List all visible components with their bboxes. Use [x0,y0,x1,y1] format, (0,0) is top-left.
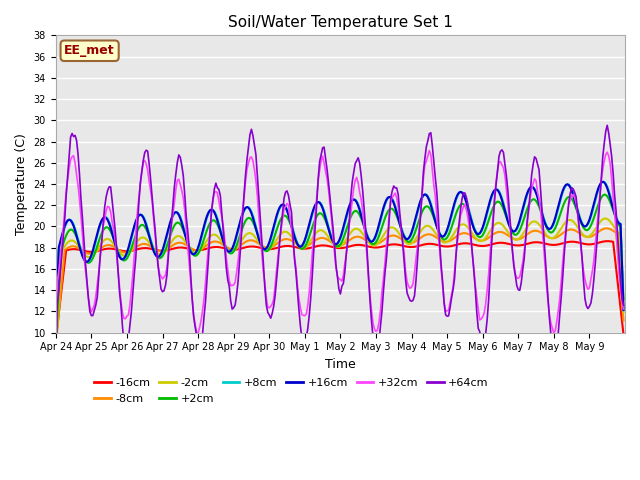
+2cm [617,224,625,230]
-2cm [344,234,351,240]
+32cm [344,238,351,243]
-8cm [541,232,548,238]
Line: +16cm: +16cm [56,182,623,327]
+16cm [89,248,97,253]
+32cm [617,284,625,290]
+64cm [71,132,79,138]
-16cm [456,241,464,247]
Line: -2cm: -2cm [56,218,623,348]
+16cm [456,189,464,195]
+8cm [71,226,79,231]
+64cm [344,237,351,243]
+2cm [71,231,79,237]
Y-axis label: Temperature (C): Temperature (C) [15,133,28,235]
-8cm [52,344,60,349]
+2cm [620,296,627,302]
+16cm [71,228,79,233]
+64cm [52,372,60,377]
-2cm [456,222,464,228]
+2cm [344,222,351,228]
Text: EE_met: EE_met [64,44,115,57]
+64cm [620,302,627,308]
-16cm [604,238,611,244]
-8cm [620,318,627,324]
Legend: -16cm, -8cm, -2cm, +2cm, +8cm, +16cm, +32cm, +64cm: -16cm, -8cm, -2cm, +2cm, +8cm, +16cm, +3… [90,374,493,408]
-16cm [89,249,97,255]
-16cm [71,246,79,252]
+2cm [456,202,464,208]
-2cm [541,230,548,236]
-16cm [541,240,548,246]
+2cm [600,192,608,197]
Line: -16cm: -16cm [56,241,623,339]
Line: +32cm: +32cm [56,150,623,361]
+2cm [541,221,548,227]
+64cm [617,277,625,283]
+16cm [52,324,60,330]
+8cm [617,221,625,227]
+8cm [344,209,351,215]
+8cm [456,189,464,195]
+32cm [543,281,550,287]
-2cm [71,239,79,245]
+8cm [89,249,97,255]
+16cm [344,207,351,213]
+16cm [541,220,548,226]
+8cm [599,179,607,185]
Line: +64cm: +64cm [56,125,623,374]
Line: +2cm: +2cm [56,194,623,349]
+64cm [89,312,97,318]
+32cm [89,306,97,312]
X-axis label: Time: Time [325,358,356,371]
+32cm [52,359,60,364]
-16cm [52,336,60,342]
-2cm [602,216,609,221]
+16cm [617,221,625,227]
+16cm [599,179,607,185]
+32cm [458,209,466,215]
+64cm [604,122,611,128]
-8cm [71,244,79,250]
+2cm [89,255,97,261]
+8cm [620,307,627,313]
+32cm [620,306,627,312]
-2cm [89,252,97,258]
+8cm [541,219,548,225]
+32cm [426,147,433,153]
+16cm [620,307,627,313]
-8cm [344,239,351,244]
-16cm [620,332,627,337]
+8cm [52,326,60,332]
Title: Soil/Water Temperature Set 1: Soil/Water Temperature Set 1 [228,15,453,30]
-16cm [344,244,351,250]
-8cm [89,251,97,256]
+32cm [71,160,79,166]
-2cm [617,257,625,263]
Line: -8cm: -8cm [56,228,623,347]
-8cm [604,226,611,231]
-2cm [620,309,627,315]
+64cm [456,207,464,213]
+2cm [52,347,60,352]
-2cm [52,345,60,350]
-16cm [617,305,625,311]
-8cm [617,283,625,288]
Line: +8cm: +8cm [56,182,623,329]
+64cm [541,250,548,256]
-8cm [456,231,464,237]
